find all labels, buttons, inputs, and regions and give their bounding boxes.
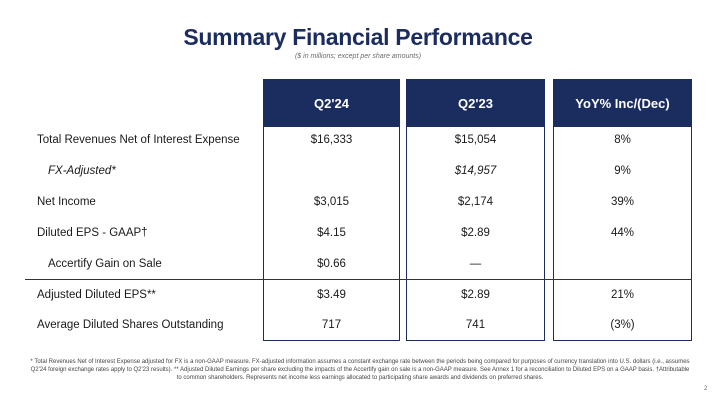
- page-title: Summary Financial Performance: [183, 24, 533, 50]
- row-label-average-diluted-shares: Average Diluted Shares Outstanding: [37, 319, 224, 331]
- cell-total-revenues-q2-23: $15,054: [454, 134, 497, 146]
- cell-net-income-q2-23: $2,174: [457, 196, 494, 208]
- row-separator: [25, 279, 692, 280]
- cell-net-income-q2-24: $3,015: [313, 196, 350, 208]
- cell-accertify-q2-23: —: [469, 258, 482, 270]
- column-q2-24: Q2'24: [263, 79, 400, 341]
- row-label-accertify-gain: Accertify Gain on Sale: [48, 258, 162, 270]
- footnote: * Total Revenues Net of Interest Expense…: [30, 359, 690, 382]
- row-label-diluted-eps-gaap: Diluted EPS - GAAP†: [37, 227, 148, 239]
- cell-fx-adjusted-yoy: 9%: [614, 165, 631, 177]
- cell-shares-q2-23: 741: [465, 319, 486, 331]
- cell-adjusted-eps-q2-24: $3.49: [317, 289, 346, 301]
- page-subtitle: ($ in millions; except per share amounts…: [294, 53, 422, 60]
- cell-diluted-eps-yoy: 44%: [610, 227, 635, 239]
- cell-total-revenues-yoy: 8%: [614, 134, 631, 146]
- column-q2-23: Q2'23: [406, 79, 545, 341]
- row-label-total-revenues: Total Revenues Net of Interest Expense: [37, 134, 240, 146]
- column-yoy: YoY% Inc/(Dec): [553, 79, 692, 341]
- cell-fx-adjusted-q2-23: $14,957: [454, 165, 497, 177]
- cell-adjusted-eps-q2-23: $2.89: [461, 289, 490, 301]
- cell-accertify-q2-24: $0.66: [317, 258, 346, 270]
- page-number: 2: [704, 386, 708, 392]
- cell-shares-yoy: (3%): [610, 319, 635, 331]
- cell-adjusted-eps-yoy: 21%: [610, 289, 635, 301]
- cell-shares-q2-24: 717: [321, 319, 342, 331]
- column-header-yoy: YoY% Inc/(Dec): [554, 80, 691, 127]
- cell-total-revenues-q2-24: $16,333: [310, 134, 353, 146]
- row-label-net-income: Net Income: [37, 196, 96, 208]
- row-label-adjusted-diluted-eps: Adjusted Diluted EPS**: [37, 289, 156, 301]
- cell-diluted-eps-q2-24: $4.15: [317, 227, 346, 239]
- row-label-fx-adjusted: FX-Adjusted*: [48, 165, 116, 177]
- cell-net-income-yoy: 39%: [610, 196, 635, 208]
- column-header-q2-23: Q2'23: [407, 80, 544, 127]
- column-header-q2-24: Q2'24: [264, 80, 399, 127]
- cell-diluted-eps-q2-23: $2.89: [461, 227, 490, 239]
